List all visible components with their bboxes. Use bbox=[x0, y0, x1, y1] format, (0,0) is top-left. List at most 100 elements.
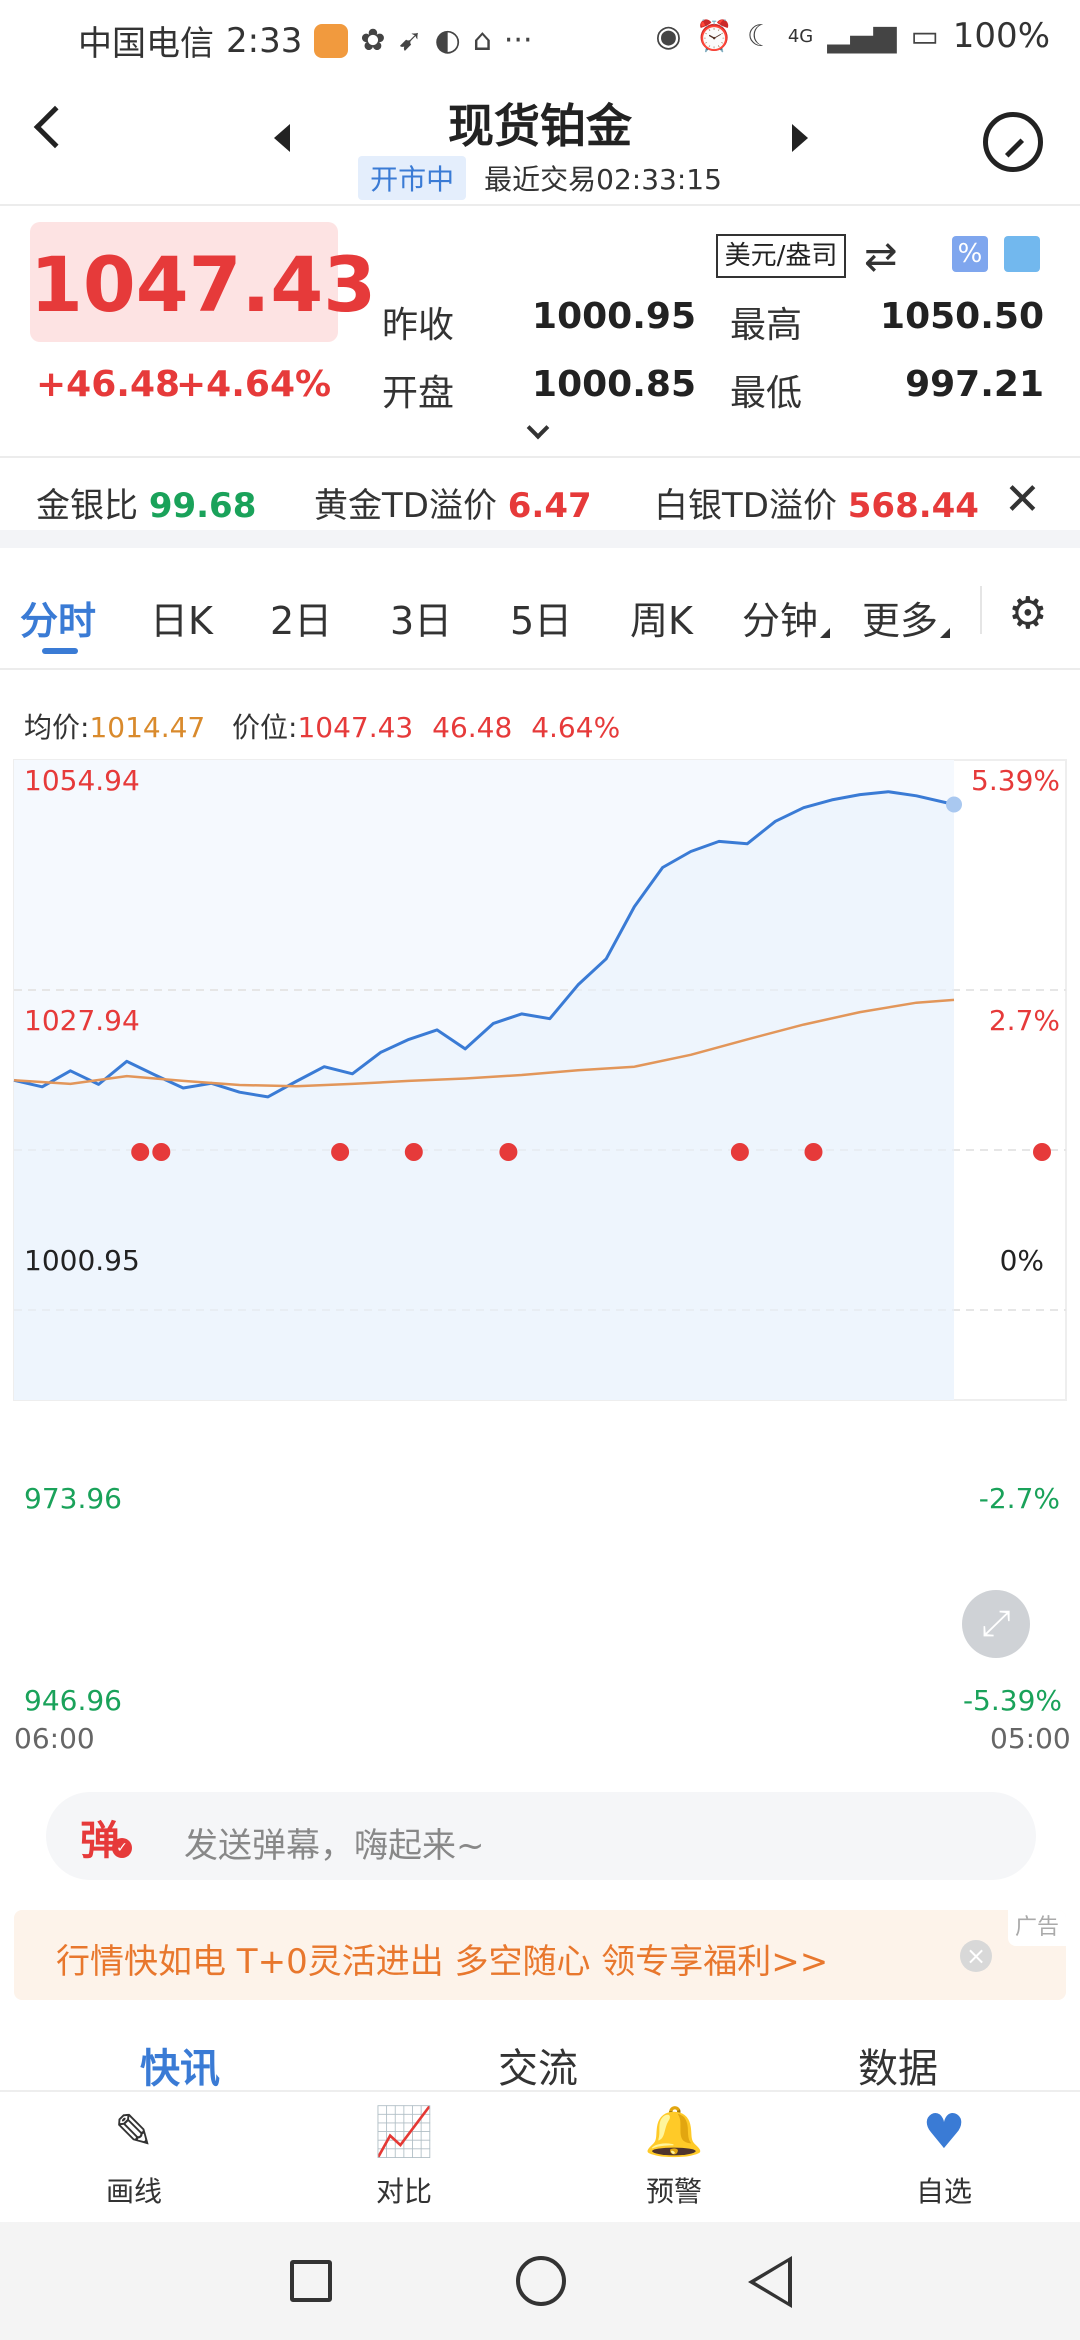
heart-icon: ♥ bbox=[922, 2104, 966, 2160]
previous-instrument-icon[interactable] bbox=[274, 124, 290, 152]
moon-icon: ☾ bbox=[746, 18, 774, 54]
price-change-pct: +4.64% bbox=[176, 364, 332, 405]
price-change: +46.48 bbox=[36, 364, 181, 405]
price-highlight bbox=[30, 222, 338, 342]
danmaku-icon: 弹 bbox=[80, 1818, 120, 1864]
recent-apps-icon[interactable] bbox=[290, 2260, 332, 2302]
draw-line-button[interactable]: ✎ 画线 bbox=[64, 2100, 204, 2210]
tab-2-day[interactable]: 2日 bbox=[270, 599, 333, 643]
tab-5-day[interactable]: 5日 bbox=[510, 599, 573, 643]
section-data[interactable]: 数据 bbox=[858, 2046, 938, 2092]
danmaku-placeholder[interactable]: 发送弹幕，嗨起来~ bbox=[184, 1826, 485, 1866]
alert-label: 预警 bbox=[645, 2175, 702, 2208]
low-value: 997.21 bbox=[905, 364, 1044, 405]
avg-price-value: 1014.47 bbox=[89, 711, 206, 744]
tab-indicator bbox=[42, 648, 78, 654]
gold-td-value: 6.47 bbox=[507, 486, 592, 526]
gold-td-premium[interactable]: 黄金TD溢价 6.47 bbox=[314, 478, 592, 527]
gold-silver-ratio[interactable]: 金银比 99.68 bbox=[36, 478, 256, 527]
last-price: 1047.43 bbox=[30, 240, 377, 329]
wechat-icon: ✿ bbox=[360, 23, 386, 58]
home-app-icon: ⌂ bbox=[472, 23, 492, 58]
tab-intraday[interactable]: 分时 bbox=[20, 599, 97, 643]
signal-icon: ▂▄▆ bbox=[827, 18, 897, 54]
pen-icon: ✎ bbox=[113, 2104, 155, 2160]
event-marker[interactable] bbox=[1033, 1143, 1051, 1161]
pct-tick-zero: 0% bbox=[999, 1244, 1044, 1277]
y-tick-bottom: 946.96 bbox=[24, 1684, 122, 1717]
compare-label: 对比 bbox=[375, 2175, 432, 2208]
watchlist-button[interactable]: ♥ 自选 bbox=[874, 2100, 1014, 2210]
y-tick-prev-close: 1000.95 bbox=[24, 1244, 140, 1277]
close-icon[interactable]: ✕ bbox=[1004, 474, 1041, 525]
alarm-bell-icon: 🔔 bbox=[644, 2104, 704, 2160]
open-label: 开盘 bbox=[382, 373, 455, 414]
change-value: 46.48 bbox=[432, 711, 513, 744]
swap-icon[interactable]: ⇄ bbox=[864, 234, 898, 280]
next-instrument-icon[interactable] bbox=[792, 124, 808, 152]
status-bar: 中国电信 2:33 ✿ ➹ ◐ ⌂ ··· ◉ ⏰ ☾ 4G ▂▄▆ ▭ 100… bbox=[0, 0, 1080, 76]
pie-chart-icon[interactable] bbox=[1004, 236, 1040, 272]
refresh-icon[interactable] bbox=[983, 112, 1043, 172]
gold-silver-label: 金银比 bbox=[36, 486, 138, 526]
more-dropdown-icon bbox=[940, 628, 950, 638]
ad-tag: 广告 bbox=[1008, 1910, 1066, 1946]
event-marker[interactable] bbox=[730, 1143, 749, 1161]
promo-banner[interactable] bbox=[14, 1910, 1066, 2000]
paperplane-icon: ➹ bbox=[397, 23, 423, 58]
tab-weekly-k[interactable]: 周K bbox=[630, 599, 693, 643]
expand-chevron-icon[interactable] bbox=[526, 416, 550, 440]
prev-close-value: 1000.95 bbox=[532, 296, 696, 337]
section-discussion[interactable]: 交流 bbox=[498, 2046, 578, 2092]
page-title: 现货铂金 bbox=[448, 99, 632, 153]
market-status-badge: 开市中 bbox=[358, 156, 467, 200]
minute-dropdown-icon bbox=[820, 628, 830, 638]
section-gap bbox=[0, 530, 1080, 548]
unit-selector[interactable]: 美元/盎司 bbox=[716, 234, 846, 278]
alert-button[interactable]: 🔔 预警 bbox=[604, 2100, 744, 2210]
tab-minute[interactable]: 分钟 bbox=[742, 599, 819, 643]
home-icon[interactable] bbox=[516, 2256, 566, 2306]
compare-button[interactable]: 📈 对比 bbox=[334, 2100, 474, 2210]
silver-td-premium[interactable]: 白银TD溢价 568.44 bbox=[654, 478, 979, 527]
gold-silver-value: 99.68 bbox=[148, 486, 257, 526]
percent-icon[interactable]: % bbox=[952, 236, 988, 272]
danmaku-check-icon: ✓ bbox=[112, 1838, 132, 1858]
danmaku-input[interactable] bbox=[46, 1792, 1036, 1880]
change-pct-value: 4.64% bbox=[531, 711, 621, 744]
watchlist-label: 自选 bbox=[915, 2175, 972, 2208]
event-marker[interactable] bbox=[331, 1143, 350, 1161]
event-marker[interactable] bbox=[152, 1143, 171, 1161]
high-value: 1050.50 bbox=[880, 296, 1044, 337]
promo-text[interactable]: 行情快如电 T+0灵活进出 多空随心 领专享福利>> bbox=[56, 1942, 829, 1982]
fullscreen-expand-icon[interactable]: ⤢ bbox=[962, 1590, 1030, 1658]
tabs-divider bbox=[0, 668, 1080, 670]
event-marker[interactable] bbox=[804, 1143, 823, 1161]
last-price-point bbox=[946, 796, 962, 813]
more-notifications: ··· bbox=[503, 23, 533, 58]
promo-close-icon[interactable]: × bbox=[960, 1940, 992, 1972]
event-marker[interactable] bbox=[131, 1143, 150, 1161]
pct-tick-bottom: -5.39% bbox=[962, 1684, 1062, 1717]
quote-divider bbox=[0, 456, 1080, 458]
silver-td-label: 白银TD溢价 bbox=[654, 486, 837, 526]
silver-td-value: 568.44 bbox=[847, 486, 979, 526]
y-tick-upper: 1027.94 bbox=[24, 1004, 140, 1037]
last-trade-time: 最近交易02:33:15 bbox=[484, 163, 722, 196]
x-tick-start: 06:00 bbox=[14, 1722, 95, 1755]
tab-divider bbox=[980, 586, 982, 634]
section-news[interactable]: 快讯 bbox=[140, 2046, 220, 2092]
intraday-chart[interactable] bbox=[0, 680, 1080, 1760]
tab-3-day[interactable]: 3日 bbox=[390, 599, 453, 643]
tab-more[interactable]: 更多 bbox=[862, 599, 939, 643]
avg-price-label: 均价: bbox=[24, 711, 90, 744]
gold-td-label: 黄金TD溢价 bbox=[314, 486, 497, 526]
prev-close-label: 昨收 bbox=[382, 305, 455, 346]
settings-gear-icon[interactable]: ⚙ bbox=[1008, 588, 1048, 639]
header-divider bbox=[0, 204, 1080, 206]
avg-price-info: 均价:1014.47 bbox=[24, 706, 205, 746]
event-marker[interactable] bbox=[404, 1143, 423, 1161]
event-marker[interactable] bbox=[499, 1143, 518, 1161]
pct-tick-upper: 2.7% bbox=[988, 1004, 1060, 1037]
tab-daily-k[interactable]: 日K bbox=[150, 599, 213, 643]
